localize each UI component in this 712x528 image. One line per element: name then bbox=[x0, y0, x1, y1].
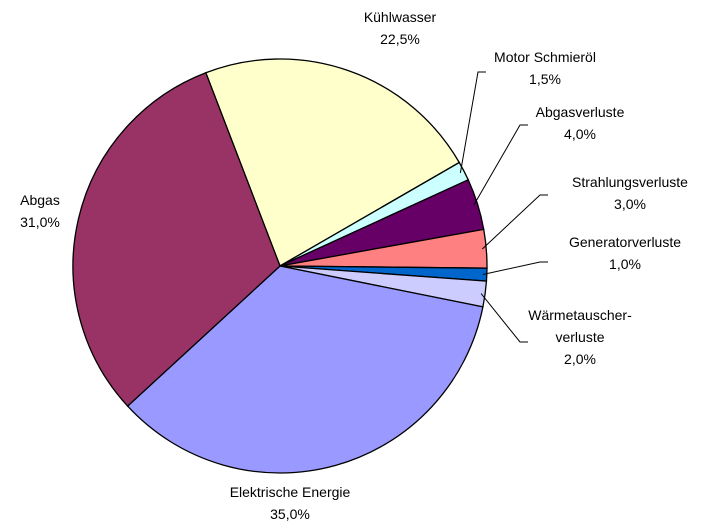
leader-line bbox=[473, 124, 528, 206]
value-label: 1,5% bbox=[529, 71, 561, 87]
value-label: 31,0% bbox=[20, 214, 60, 230]
slice-label: Abgas bbox=[20, 192, 60, 208]
leader-line bbox=[481, 194, 548, 250]
label-line: Kühlwasser bbox=[364, 9, 437, 25]
pie-slice bbox=[72, 71, 281, 408]
value-label: 2,0% bbox=[564, 351, 596, 367]
leader-line bbox=[480, 293, 528, 343]
slice-label: Abgasverluste bbox=[536, 104, 625, 120]
value-label: 22,5% bbox=[380, 31, 420, 47]
label-line: Elektrische Energie bbox=[230, 484, 351, 500]
pie-slice bbox=[126, 265, 484, 474]
value-label: 1,0% bbox=[609, 256, 641, 272]
slice-label: Elektrische Energie bbox=[230, 484, 351, 500]
slice-label: Generatorverluste bbox=[569, 234, 681, 250]
label-line: Abgasverluste bbox=[536, 104, 625, 120]
slice-label: Wärmetauscher-verluste bbox=[528, 307, 632, 345]
label-line: Abgas bbox=[20, 192, 60, 208]
label-line: Generatorverluste bbox=[569, 234, 681, 250]
label-line: Strahlungsverluste bbox=[572, 174, 688, 190]
value-label: 4,0% bbox=[564, 126, 596, 142]
pie-slice bbox=[204, 58, 461, 267]
label-line: Motor Schmieröl bbox=[494, 49, 596, 65]
leader-line bbox=[459, 71, 486, 173]
value-label: 35,0% bbox=[270, 506, 310, 522]
slice-label: Kühlwasser bbox=[364, 9, 437, 25]
label-line: verluste bbox=[555, 329, 604, 345]
label-line: Wärmetauscher- bbox=[528, 307, 632, 323]
leader-line bbox=[482, 261, 548, 275]
slice-label: Motor Schmieröl bbox=[494, 49, 596, 65]
value-label: 3,0% bbox=[614, 196, 646, 212]
slice-label: Strahlungsverluste bbox=[572, 174, 688, 190]
